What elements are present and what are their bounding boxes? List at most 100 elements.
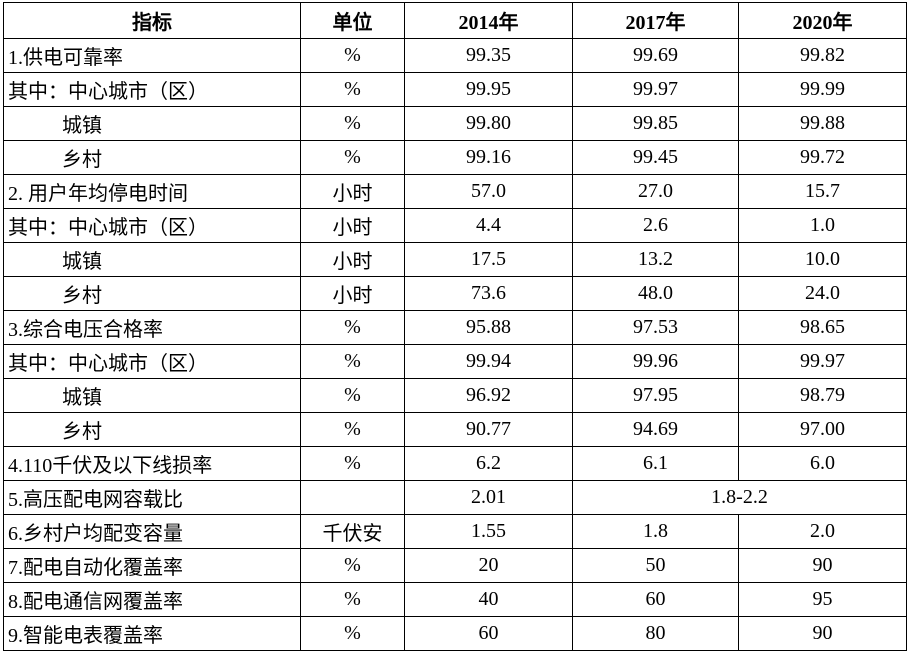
value-cell: 1.8: [572, 514, 739, 549]
value-cell: 57.0: [404, 174, 573, 209]
value-cell: 60: [404, 616, 573, 651]
value-cell: 73.6: [404, 276, 573, 311]
value-cell: 千伏安: [300, 514, 405, 549]
indicator-cell: 3.综合电压合格率: [3, 310, 301, 345]
header-cell: 2017年: [572, 2, 739, 39]
value-cell: 98.65: [738, 310, 907, 345]
value-cell: 99.97: [738, 344, 907, 379]
value-cell: 99.72: [738, 140, 907, 175]
value-cell: 6.1: [572, 446, 739, 481]
value-cell: 99.95: [404, 72, 573, 107]
indicator-cell: 乡村: [3, 276, 301, 311]
value-cell: 27.0: [572, 174, 739, 209]
value-cell: 48.0: [572, 276, 739, 311]
indicator-cell: 乡村: [3, 412, 301, 447]
table-row: 5.高压配电网容载比 2.01 1.8-2.2: [3, 480, 907, 515]
value-cell: 小时: [300, 276, 405, 311]
value-cell: 1.0: [738, 208, 907, 243]
value-cell: 13.2: [572, 242, 739, 277]
indicator-cell: 5.高压配电网容载比: [3, 480, 301, 515]
indicator-cell: 6.乡村户均配变容量: [3, 514, 301, 549]
value-cell: 99.94: [404, 344, 573, 379]
table-row: 乡村 小时 73.6 48.0 24.0: [3, 276, 907, 311]
table-row: 城镇% 99.80 99.85 99.88: [3, 106, 907, 141]
value-cell: %: [300, 582, 405, 617]
table-row: 7.配电自动化覆盖率% 20 50 90: [3, 548, 907, 583]
indicator-cell: 其中：中心城市（区）: [3, 208, 301, 243]
value-cell: 小时: [300, 174, 405, 209]
value-cell: 99.88: [738, 106, 907, 141]
value-cell: %: [300, 310, 405, 345]
indicator-cell: 4.110千伏及以下线损率: [3, 446, 301, 481]
table-body: 1.供电可靠率% 99.35 99.69 99.82 其中：中心城市（区）% 99.95 9…: [3, 38, 907, 651]
table-row: 4.110千伏及以下线损率% 6.2 6.1 6.0: [3, 446, 907, 481]
value-cell: 90: [738, 616, 907, 651]
value-cell: 99.69: [572, 38, 739, 73]
value-cell: %: [300, 344, 405, 379]
value-cell: 99.16: [404, 140, 573, 175]
indicator-cell: 城镇: [3, 378, 301, 413]
table-row: 6.乡村户均配变容量 千伏安 1.55 1.8 2.0: [3, 514, 907, 549]
value-cell: %: [300, 140, 405, 175]
value-cell: 99.85: [572, 106, 739, 141]
value-cell: 10.0: [738, 242, 907, 277]
table-row: 城镇% 96.92 97.95 98.79: [3, 378, 907, 413]
value-cell: 99.97: [572, 72, 739, 107]
table-row: 其中：中心城市（区）% 99.95 99.97 99.99: [3, 72, 907, 107]
header-row: 指标 单位 2014年 2017年 2020年: [3, 2, 907, 39]
value-cell: %: [300, 446, 405, 481]
indicator-cell: 9.智能电表覆盖率: [3, 616, 301, 651]
value-cell: 2.01: [404, 480, 573, 515]
value-cell: 15.7: [738, 174, 907, 209]
header-cell: 2020年: [738, 2, 907, 39]
table-row: 其中：中心城市（区）% 99.94 99.96 99.97: [3, 344, 907, 379]
value-cell: 4.4: [404, 208, 573, 243]
value-cell: 小时: [300, 242, 405, 277]
value-cell: 1.8-2.2: [572, 480, 907, 515]
value-cell: 94.69: [572, 412, 739, 447]
value-cell: 60: [572, 582, 739, 617]
value-cell: 17.5: [404, 242, 573, 277]
value-cell: 99.35: [404, 38, 573, 73]
indicator-cell: 其中：中心城市（区）: [3, 344, 301, 379]
value-cell: 小时: [300, 208, 405, 243]
value-cell: 97.95: [572, 378, 739, 413]
value-cell: 50: [572, 548, 739, 583]
indicator-cell: 1.供电可靠率: [3, 38, 301, 73]
indicator-cell: 乡村: [3, 140, 301, 175]
header-cell: 单位: [300, 2, 405, 39]
indicator-cell: 其中：中心城市（区）: [3, 72, 301, 107]
table-row: 8.配电通信网覆盖率% 40 60 95: [3, 582, 907, 617]
table-row: 城镇 小时 17.5 13.2 10.0: [3, 242, 907, 277]
value-cell: %: [300, 412, 405, 447]
value-cell: %: [300, 616, 405, 651]
value-cell: 6.2: [404, 446, 573, 481]
indicator-cell: 2. 用户年均停电时间: [3, 174, 301, 209]
value-cell: %: [300, 548, 405, 583]
value-cell: %: [300, 38, 405, 73]
value-cell: 20: [404, 548, 573, 583]
value-cell: 97.00: [738, 412, 907, 447]
table-row: 3.综合电压合格率% 95.88 97.53 98.65: [3, 310, 907, 345]
value-cell: 97.53: [572, 310, 739, 345]
value-cell: 96.92: [404, 378, 573, 413]
value-cell: 90: [738, 548, 907, 583]
indicator-table: 指标 单位 2014年 2017年 2020年 1.供电可靠率% 99.35 99.69 99…: [3, 2, 907, 651]
indicator-cell: 8.配电通信网覆盖率: [3, 582, 301, 617]
table-row: 2. 用户年均停电时间 小时 57.0 27.0 15.7: [3, 174, 907, 209]
value-cell: %: [300, 72, 405, 107]
indicator-cell: 7.配电自动化覆盖率: [3, 548, 301, 583]
value-cell: 2.0: [738, 514, 907, 549]
header-cell: 2014年: [404, 2, 573, 39]
table-row: 乡村% 99.16 99.45 99.72: [3, 140, 907, 175]
value-cell: 98.79: [738, 378, 907, 413]
value-cell: 2.6: [572, 208, 739, 243]
value-cell: 1.55: [404, 514, 573, 549]
header-cell: 指标: [3, 2, 301, 39]
value-cell: 40: [404, 582, 573, 617]
value-cell: 24.0: [738, 276, 907, 311]
value-cell: 99.45: [572, 140, 739, 175]
value-cell: 99.80: [404, 106, 573, 141]
value-cell: 6.0: [738, 446, 907, 481]
